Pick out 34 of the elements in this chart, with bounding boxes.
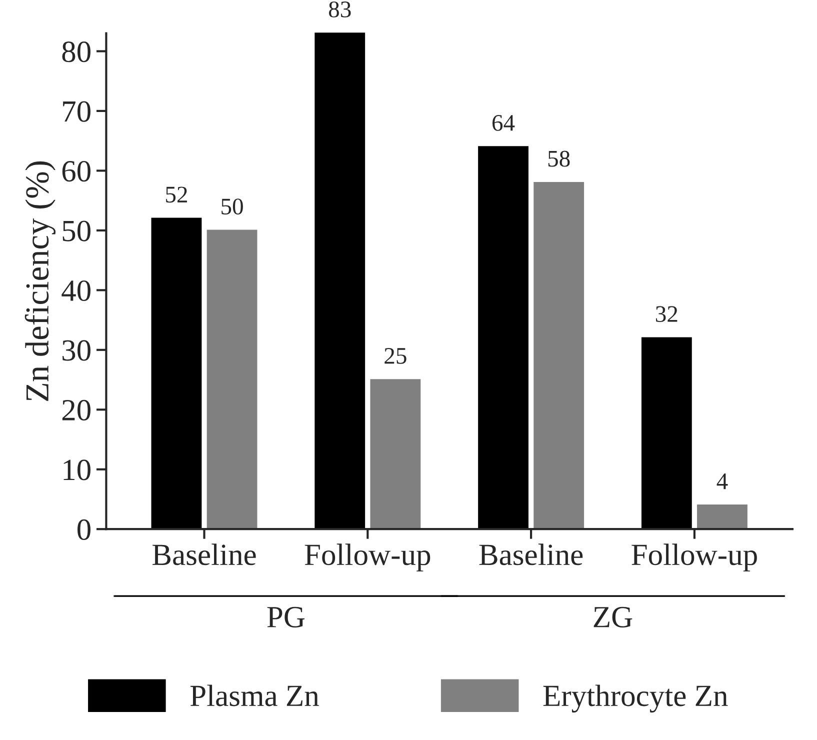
x-tick-label: Follow-up <box>632 544 757 572</box>
y-tick-label: 60 <box>62 160 90 182</box>
bar <box>314 32 366 530</box>
data-label: 52 <box>166 186 187 203</box>
y-tick-label: 0 <box>78 519 90 540</box>
x-tick-label: Follow-up <box>304 544 430 572</box>
legend-label: Erythrocyte Zn <box>543 684 728 712</box>
x-tick-label: Baseline <box>479 544 583 566</box>
data-label: 58 <box>548 150 570 167</box>
data-label: 32 <box>656 306 678 322</box>
bar <box>478 146 528 530</box>
data-label: 83 <box>328 1 351 18</box>
data-label: 25 <box>384 348 406 364</box>
y-axis-title: Zn deficiency (%) <box>24 161 56 401</box>
y-tick-label: 40 <box>62 280 90 302</box>
bar <box>641 337 692 530</box>
bar <box>534 182 584 530</box>
legend-label: Plasma Zn <box>190 684 319 706</box>
y-tick-label: 10 <box>64 460 90 480</box>
y-tick-label: 70 <box>63 101 90 122</box>
text: ZG <box>594 606 632 628</box>
data-label: 4 <box>716 474 728 490</box>
x-tick-label: Baseline <box>152 544 256 566</box>
bar <box>697 504 748 530</box>
bar <box>151 218 202 530</box>
y-tick-label: 50 <box>62 220 90 242</box>
y-tick-label: 80 <box>62 42 90 62</box>
data-label: 64 <box>492 115 515 131</box>
y-tick-label: 20 <box>62 400 90 421</box>
text: PG <box>267 606 305 628</box>
bar <box>370 379 421 530</box>
bar <box>206 230 258 530</box>
data-label: 50 <box>222 198 243 215</box>
y-tick-label: 30 <box>62 340 90 361</box>
